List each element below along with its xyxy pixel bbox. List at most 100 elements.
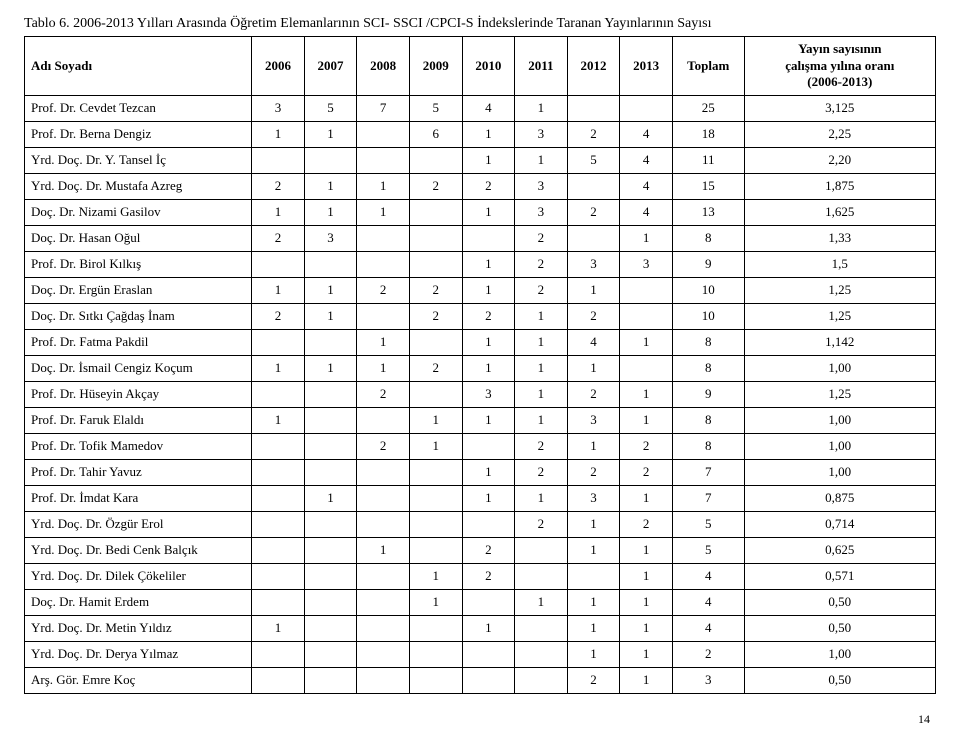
cell-year-value	[409, 642, 462, 668]
cell-year-value	[357, 486, 410, 512]
cell-year-value	[357, 304, 410, 330]
cell-year-value	[252, 642, 305, 668]
cell-ratio: 1,875	[744, 174, 935, 200]
cell-ratio: 2,20	[744, 148, 935, 174]
cell-year-value: 2	[620, 512, 673, 538]
cell-year-value: 1	[567, 512, 620, 538]
cell-year-value	[304, 148, 357, 174]
cell-year-value	[304, 460, 357, 486]
cell-ratio: 0,875	[744, 486, 935, 512]
cell-year-value	[357, 668, 410, 694]
cell-year-value	[304, 408, 357, 434]
cell-name: Doç. Dr. İsmail Cengiz Koçum	[25, 356, 252, 382]
cell-ratio: 1,00	[744, 408, 935, 434]
cell-year-value: 1	[515, 148, 568, 174]
cell-year-value: 1	[357, 174, 410, 200]
table-caption: Tablo 6. 2006-2013 Yılları Arasında Öğre…	[24, 16, 936, 32]
cell-total: 5	[672, 512, 744, 538]
cell-year-value: 7	[357, 96, 410, 122]
header-ratio: Yayın sayısının çalışma yılına oranı (20…	[744, 37, 935, 96]
cell-year-value: 1	[515, 304, 568, 330]
cell-ratio: 0,571	[744, 564, 935, 590]
table-row: Doç. Dr. Hamit Erdem111140,50	[25, 590, 936, 616]
cell-year-value: 1	[515, 382, 568, 408]
cell-year-value	[252, 538, 305, 564]
cell-year-value	[304, 616, 357, 642]
cell-year-value	[304, 590, 357, 616]
cell-year-value: 1	[462, 460, 515, 486]
cell-name: Prof. Dr. İmdat Kara	[25, 486, 252, 512]
cell-total: 9	[672, 252, 744, 278]
cell-year-value	[252, 148, 305, 174]
cell-year-value	[620, 356, 673, 382]
cell-year-value	[252, 330, 305, 356]
cell-year-value: 1	[567, 616, 620, 642]
cell-total: 9	[672, 382, 744, 408]
header-total: Toplam	[672, 37, 744, 96]
cell-year-value: 1	[567, 356, 620, 382]
cell-year-value: 2	[620, 434, 673, 460]
cell-year-value	[252, 382, 305, 408]
cell-year-value: 1	[462, 330, 515, 356]
cell-ratio: 1,625	[744, 200, 935, 226]
cell-year-value	[409, 330, 462, 356]
cell-name: Prof. Dr. Fatma Pakdil	[25, 330, 252, 356]
cell-year-value	[567, 564, 620, 590]
cell-ratio: 1,00	[744, 642, 935, 668]
cell-year-value: 1	[462, 616, 515, 642]
cell-year-value	[357, 512, 410, 538]
table-row: Yrd. Doç. Dr. Y. Tansel İç1154112,20	[25, 148, 936, 174]
cell-year-value: 2	[462, 564, 515, 590]
cell-year-value	[515, 538, 568, 564]
cell-year-value	[357, 252, 410, 278]
table-row: Prof. Dr. Hüseyin Akçay2312191,25	[25, 382, 936, 408]
cell-year-value: 4	[620, 122, 673, 148]
cell-year-value: 2	[462, 538, 515, 564]
table-row: Doç. Dr. Sıtkı Çağdaş İnam212212101,25	[25, 304, 936, 330]
cell-year-value: 1	[252, 616, 305, 642]
cell-ratio: 0,50	[744, 668, 935, 694]
header-year: 2007	[304, 37, 357, 96]
cell-name: Prof. Dr. Birol Kılkış	[25, 252, 252, 278]
cell-year-value	[409, 226, 462, 252]
cell-year-value	[252, 668, 305, 694]
cell-year-value	[357, 122, 410, 148]
cell-name: Yrd. Doç. Dr. Bedi Cenk Balçık	[25, 538, 252, 564]
table-row: Prof. Dr. Tahir Yavuz122271,00	[25, 460, 936, 486]
cell-year-value: 2	[409, 356, 462, 382]
cell-year-value: 1	[304, 486, 357, 512]
cell-total: 7	[672, 460, 744, 486]
cell-year-value	[567, 174, 620, 200]
cell-year-value: 1	[304, 278, 357, 304]
cell-year-value: 2	[409, 278, 462, 304]
cell-total: 7	[672, 486, 744, 512]
cell-total: 8	[672, 356, 744, 382]
cell-name: Yrd. Doç. Dr. Y. Tansel İç	[25, 148, 252, 174]
cell-year-value: 1	[357, 330, 410, 356]
table-row: Yrd. Doç. Dr. Metin Yıldız111140,50	[25, 616, 936, 642]
cell-year-value: 1	[567, 278, 620, 304]
cell-ratio: 1,25	[744, 278, 935, 304]
cell-year-value: 2	[515, 226, 568, 252]
cell-year-value: 1	[620, 382, 673, 408]
cell-year-value: 1	[252, 408, 305, 434]
cell-year-value	[304, 668, 357, 694]
cell-year-value	[304, 564, 357, 590]
cell-name: Arş. Gör. Emre Koç	[25, 668, 252, 694]
cell-year-value	[409, 538, 462, 564]
cell-year-value	[409, 616, 462, 642]
cell-year-value: 3	[620, 252, 673, 278]
cell-year-value: 1	[567, 590, 620, 616]
header-year: 2013	[620, 37, 673, 96]
cell-name: Doç. Dr. Ergün Eraslan	[25, 278, 252, 304]
cell-year-value: 1	[515, 96, 568, 122]
cell-name: Prof. Dr. Tahir Yavuz	[25, 460, 252, 486]
cell-ratio: 1,142	[744, 330, 935, 356]
table-row: Yrd. Doç. Dr. Derya Yılmaz1121,00	[25, 642, 936, 668]
cell-ratio: 2,25	[744, 122, 935, 148]
cell-year-value: 1	[304, 200, 357, 226]
header-year: 2006	[252, 37, 305, 96]
cell-name: Yrd. Doç. Dr. Mustafa Azreg	[25, 174, 252, 200]
cell-year-value: 1	[462, 408, 515, 434]
cell-year-value: 3	[462, 382, 515, 408]
